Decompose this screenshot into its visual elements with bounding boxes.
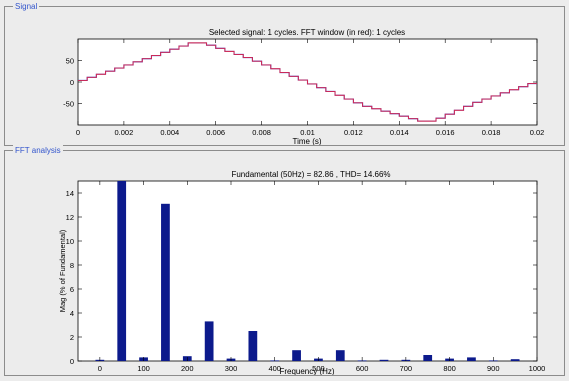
signal-panel-legend: Signal: [13, 1, 40, 12]
signal-x-tick-label: 0: [76, 128, 80, 137]
fft-x-tick-label: 400: [268, 364, 281, 373]
fft-x-tick-label: 100: [137, 364, 150, 373]
fft-bar: [117, 181, 127, 361]
fft-y-tick-label: 14: [66, 189, 74, 198]
signal-x-tick-label: 0.012: [344, 128, 363, 137]
fft-bar: [467, 357, 476, 361]
fft-bar: [248, 331, 258, 361]
fft-x-tick-label: 800: [443, 364, 456, 373]
fft-bar: [335, 350, 345, 361]
signal-x-tick-label: 0.02: [530, 128, 545, 137]
fft-panel-legend: FFT analysis: [13, 145, 63, 156]
fft-bar: [510, 359, 520, 361]
fft-y-axis-label: Mag (% of Fundamental): [58, 229, 67, 312]
fft-x-tick-label: 0: [98, 364, 102, 373]
fft-y-tick-label: 2: [70, 333, 74, 342]
fft-y-tick-label: 4: [70, 309, 74, 318]
fft-y-tick-label: 12: [66, 213, 74, 222]
fft-x-tick-label: 1000: [529, 364, 546, 373]
fft-y-tick-label: 8: [70, 261, 74, 270]
fft-x-tick-label: 200: [181, 364, 194, 373]
fft-y-tick-label: 10: [66, 237, 74, 246]
fft-bar: [161, 203, 170, 361]
signal-y-tick-label: 50: [66, 57, 74, 66]
signal-x-tick-label: 0.01: [300, 128, 315, 137]
signal-y-tick-label: 0: [70, 78, 74, 87]
signal-chart-title: Selected signal: 1 cycles. FFT window (i…: [209, 28, 405, 37]
fft-axes: [77, 180, 538, 362]
fft-y-tick-label: 6: [70, 285, 74, 294]
signal-x-tick-label: 0.008: [252, 128, 271, 137]
fft-x-tick-label: 700: [400, 364, 413, 373]
signal-x-tick-label: 0.002: [115, 128, 134, 137]
fft-panel: FFT analysis Fundamental (50Hz) = 82.86 …: [4, 145, 565, 376]
fft-window-line: [78, 42, 537, 122]
fft-x-tick-label: 600: [356, 364, 369, 373]
signal-panel: Signal Selected signal: 1 cycles. FFT wi…: [4, 1, 565, 146]
fft-x-tick-label: 900: [487, 364, 500, 373]
signal-y-tick-label: -50: [63, 100, 74, 109]
fft-bar: [292, 350, 301, 361]
signal-x-tick-label: 0.016: [436, 128, 455, 137]
signal-chart[interactable]: Selected signal: 1 cycles. FFT window (i…: [5, 7, 564, 145]
signal-x-tick-label: 0.014: [390, 128, 409, 137]
fft-x-tick-label: 300: [225, 364, 238, 373]
fft-chart-title: Fundamental (50Hz) = 82.86 , THD= 14.66%: [231, 170, 390, 179]
fft-bar: [423, 355, 433, 361]
signal-x-tick-label: 0.004: [160, 128, 179, 137]
fft-x-axis-label: Frequency (Hz): [279, 367, 334, 375]
fft-bar: [204, 321, 214, 361]
signal-x-tick-label: 0.006: [206, 128, 225, 137]
fft-bar: [379, 359, 389, 361]
fft-x-tick-label: 500: [312, 364, 325, 373]
fft-chart[interactable]: Fundamental (50Hz) = 82.86 , THD= 14.66%…: [5, 151, 564, 375]
signal-x-axis-label: Time (s): [292, 137, 321, 145]
signal-x-tick-label: 0.018: [482, 128, 501, 137]
fft-y-tick-label: 0: [70, 357, 74, 366]
